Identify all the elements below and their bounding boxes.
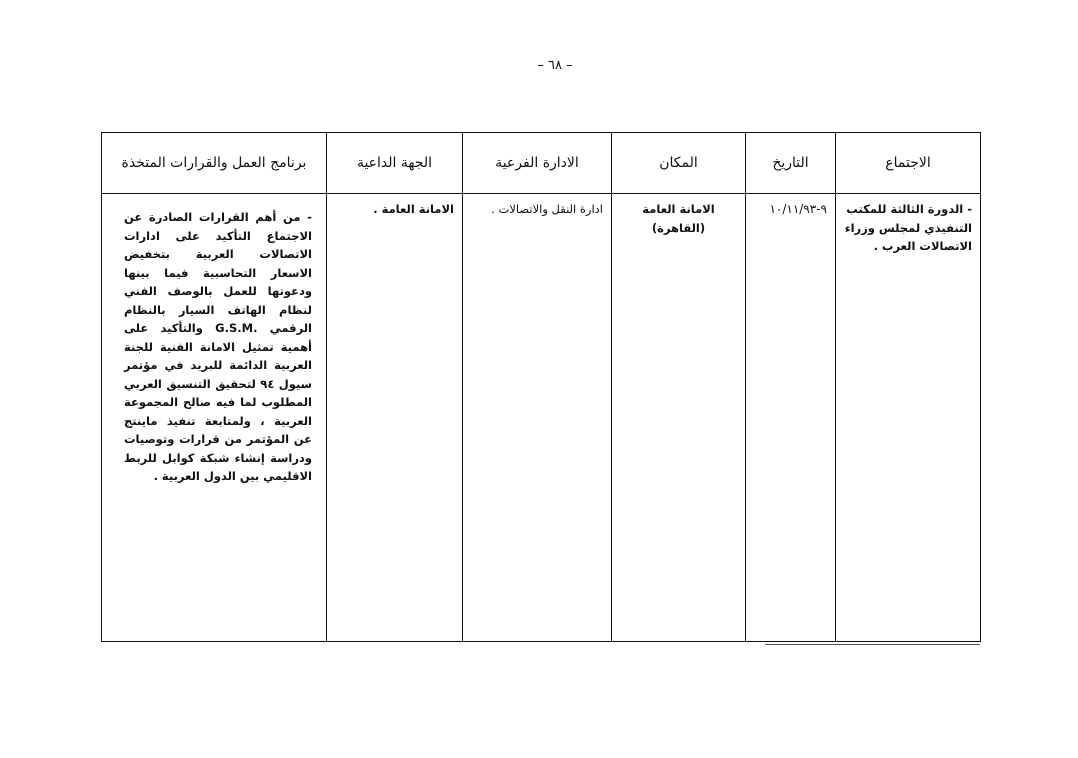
header-place: المكان <box>611 132 746 194</box>
header-program: برنامج العمل والقرارات المتخذة <box>101 132 327 194</box>
cell-sub-department: ادارة النقل والاتصالات . <box>462 193 612 642</box>
cell-date: ٩-١٠/١١/٩٣ <box>745 193 836 642</box>
table-row: - الدورة الثالثة للمكتب التنفيذي لمجلس و… <box>101 193 981 642</box>
header-meeting: الاجتماع <box>835 132 981 194</box>
cell-meeting: - الدورة الثالثة للمكتب التنفيذي لمجلس و… <box>835 193 981 642</box>
header-inviting-party: الجهة الداعية <box>326 132 463 194</box>
cell-inviting-party: الامانة العامة . <box>326 193 463 642</box>
cell-program: - من أهم القرارات الصادرة عن الاجتماع ال… <box>101 193 327 642</box>
header-sub-department: الادارة الفرعية <box>462 132 612 194</box>
meetings-table: الاجتماع التاريخ المكان الادارة الفرعية … <box>101 132 981 642</box>
page-number: – ٦٨ – <box>537 58 573 73</box>
header-date: التاريخ <box>745 132 836 194</box>
divider <box>765 644 980 645</box>
header-row: الاجتماع التاريخ المكان الادارة الفرعية … <box>101 132 981 194</box>
cell-place: الامانة العامة (القاهرة) <box>611 193 746 642</box>
